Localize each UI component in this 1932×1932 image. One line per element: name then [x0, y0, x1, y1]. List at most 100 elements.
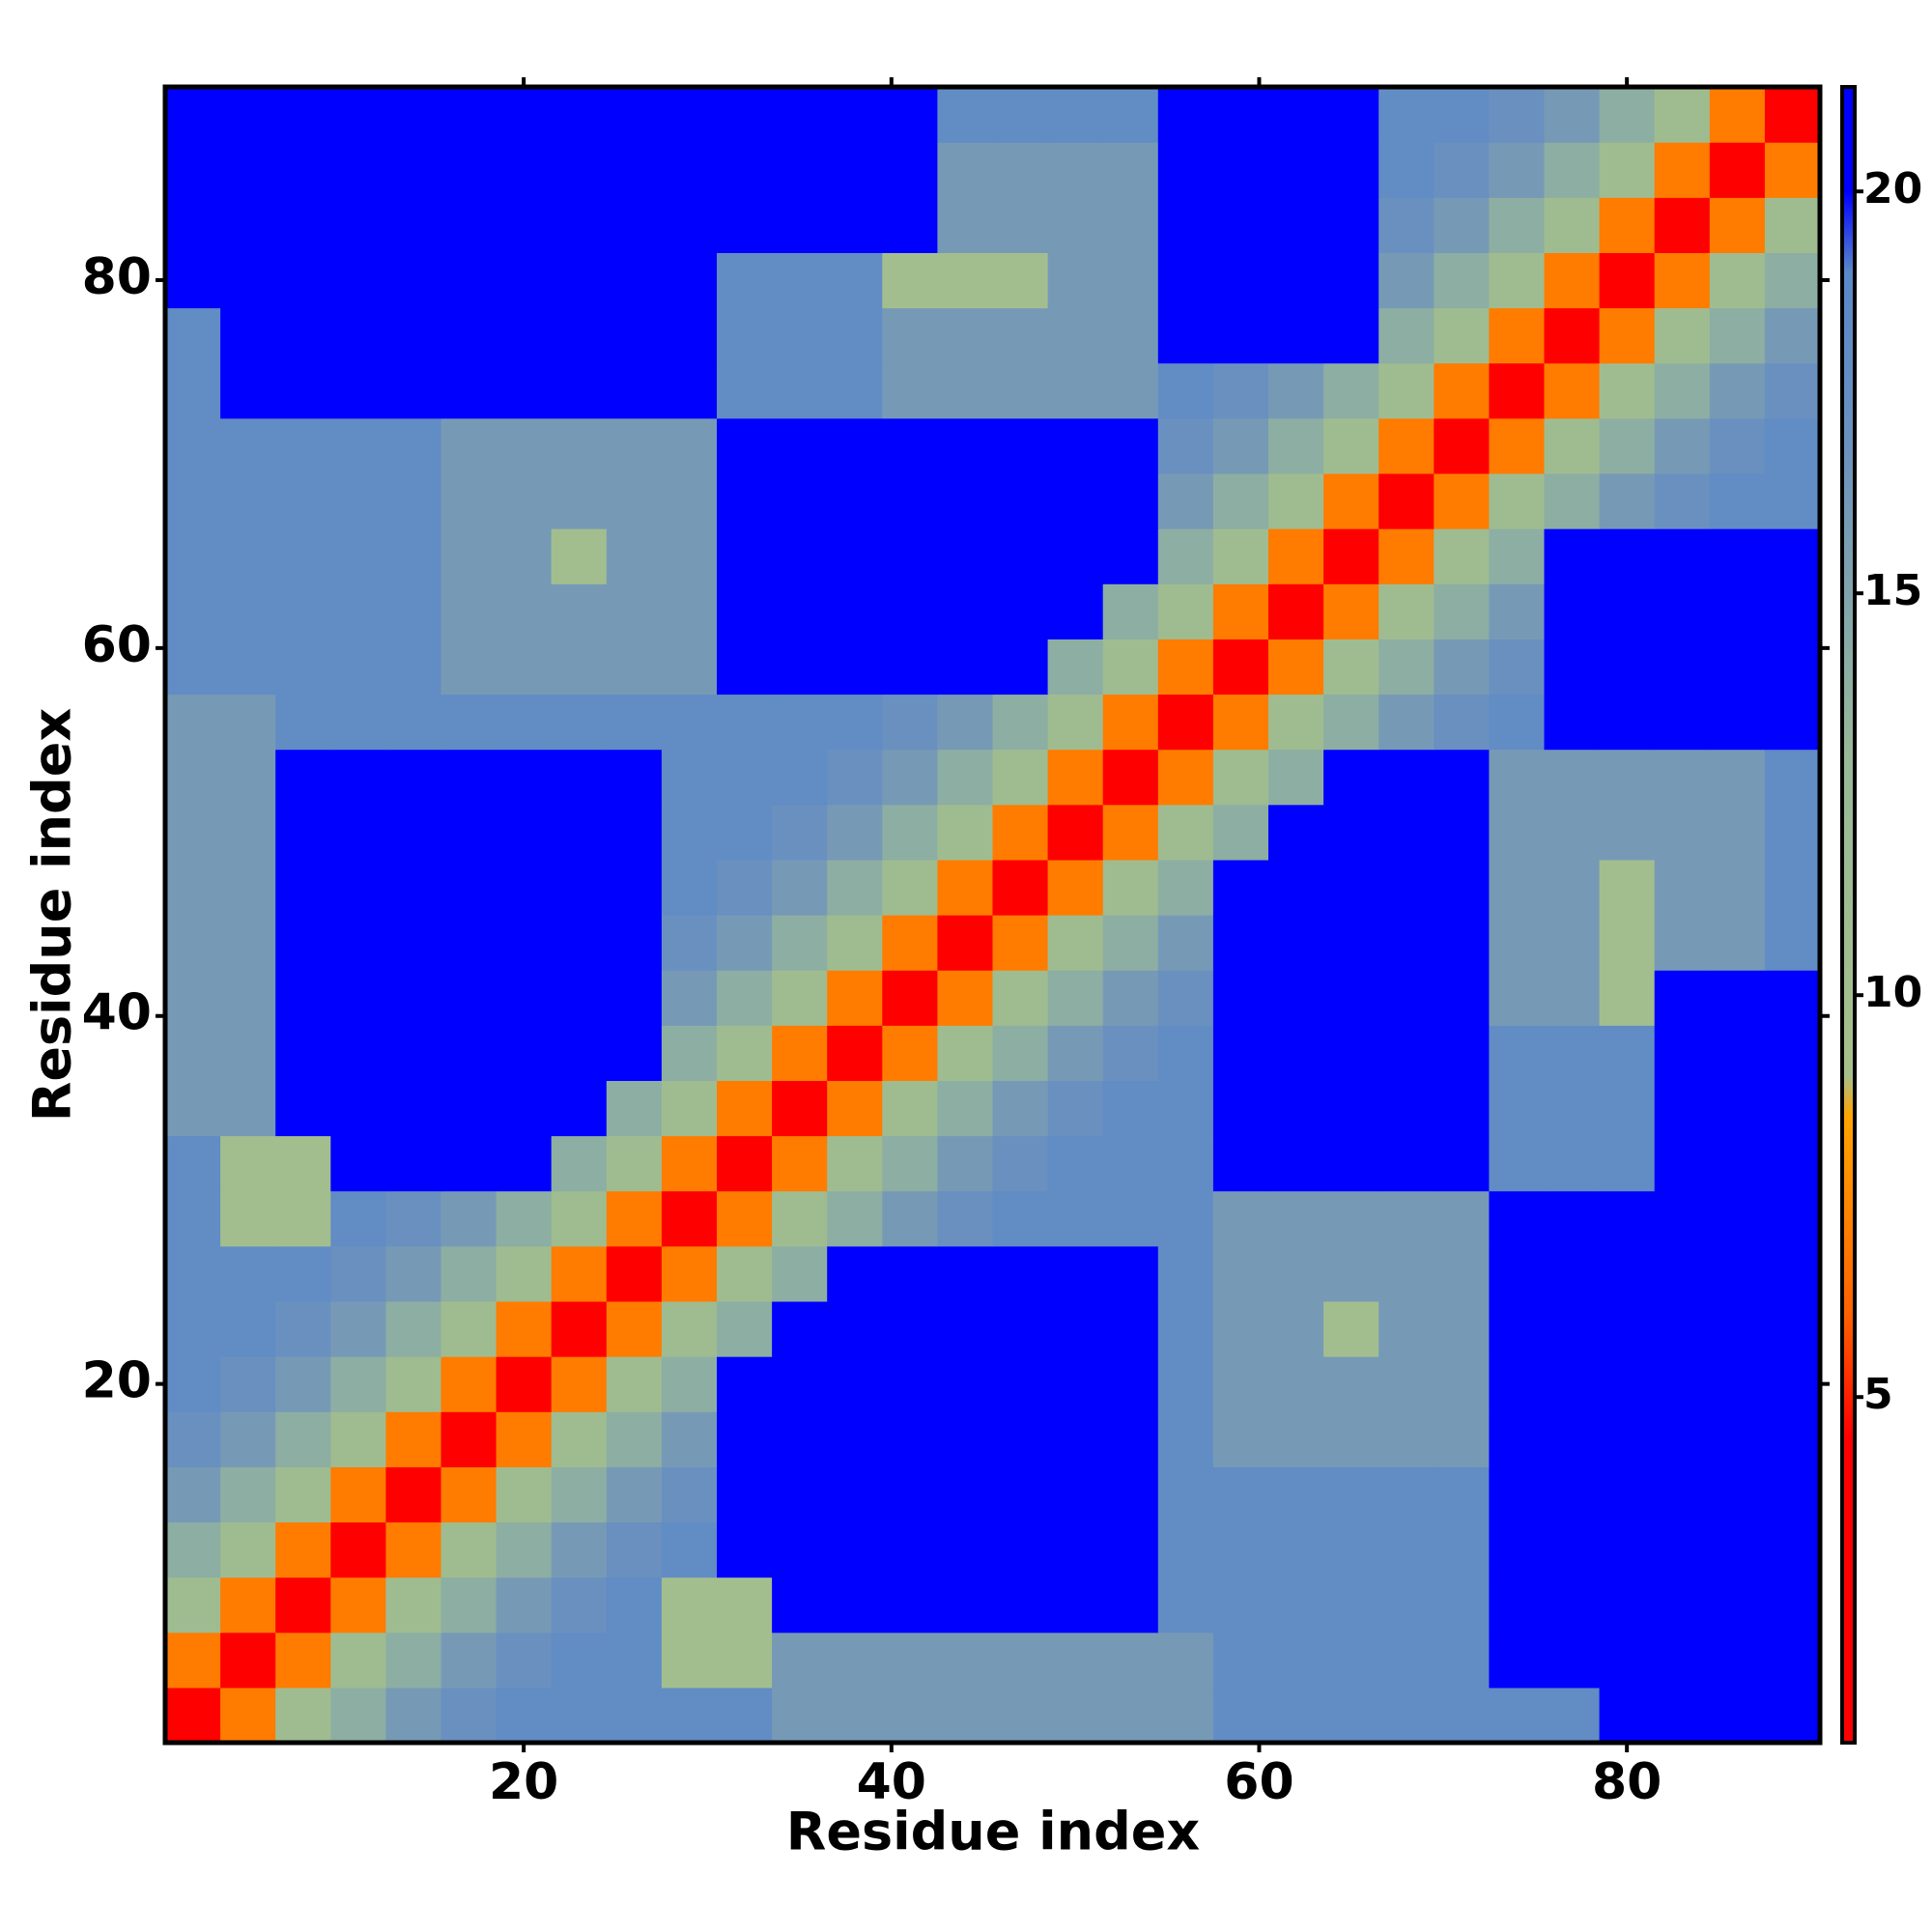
heatmap-cell [165, 87, 221, 143]
heatmap-cell [1323, 1356, 1379, 1412]
heatmap-cell [330, 1135, 386, 1192]
heatmap-cell [1378, 472, 1435, 529]
heatmap-cell [606, 362, 663, 419]
heatmap-cell [772, 1466, 828, 1523]
heatmap-cell [551, 1577, 608, 1634]
heatmap-cell [1434, 528, 1490, 584]
heatmap-cell [1764, 694, 1821, 751]
heatmap-cell [1489, 1466, 1546, 1523]
heatmap-cell [882, 694, 938, 751]
heatmap-cell [772, 528, 828, 584]
heatmap-cell [496, 1356, 553, 1412]
heatmap-cell [937, 1411, 994, 1467]
heatmap-cell [1764, 1577, 1821, 1634]
heatmap-cell [1709, 307, 1766, 364]
heatmap-cell [496, 528, 553, 584]
heatmap-cell [717, 417, 773, 474]
heatmap-cell [1599, 1466, 1656, 1523]
heatmap-cell [440, 859, 497, 916]
heatmap-cell [1544, 1245, 1601, 1302]
heatmap-cell [992, 528, 1049, 584]
heatmap-cell [496, 362, 553, 419]
heatmap-cell [496, 1687, 553, 1744]
heatmap-cell [1599, 583, 1656, 639]
heatmap-cell [165, 1025, 221, 1081]
heatmap-cell [937, 472, 994, 529]
heatmap-cell [882, 362, 938, 419]
heatmap-cell [1323, 804, 1379, 861]
heatmap-cell [827, 252, 883, 309]
heatmap-cell [1709, 1687, 1766, 1744]
heatmap-cell [1709, 1135, 1766, 1192]
heatmap-cell [1268, 472, 1324, 529]
heatmap-cell [1544, 87, 1601, 143]
heatmap-cell [717, 1190, 773, 1247]
heatmap-cell [1378, 1356, 1435, 1412]
heatmap-cell [1654, 87, 1711, 143]
heatmap-cell [937, 1466, 994, 1523]
heatmap-cell [1378, 362, 1435, 419]
heatmap-cell [1157, 87, 1214, 143]
heatmap-cell [330, 1687, 386, 1744]
heatmap-cell [606, 639, 663, 696]
heatmap-cell [165, 1190, 221, 1247]
heatmap-cell [1654, 583, 1711, 639]
heatmap-cell [1544, 417, 1601, 474]
heatmap-cell [1434, 804, 1490, 861]
heatmap-cell [330, 472, 386, 529]
heatmap-cell [1157, 1080, 1214, 1137]
heatmap-cell [937, 1577, 994, 1634]
heatmap-cell [1268, 1411, 1324, 1467]
heatmap-cell [1544, 1356, 1601, 1412]
heatmap-cell [1599, 859, 1656, 916]
heatmap-cell [827, 1632, 883, 1689]
heatmap-cell [1654, 859, 1711, 916]
x-tick-label: 60 [1224, 1753, 1293, 1811]
heatmap-cell [1102, 528, 1159, 584]
heatmap-cell [1544, 1521, 1601, 1578]
heatmap-cell [1157, 639, 1214, 696]
heatmap-cell [827, 1245, 883, 1302]
heatmap-cell [330, 859, 386, 916]
heatmap-cell [275, 583, 331, 639]
heatmap-cell [496, 1411, 553, 1467]
heatmap-cell [551, 528, 608, 584]
heatmap-cell [1599, 915, 1656, 971]
heatmap-cell [606, 749, 663, 806]
heatmap-cell [717, 804, 773, 861]
heatmap-cell [1268, 1300, 1324, 1357]
heatmap-cell [606, 1080, 663, 1137]
heatmap-cell [275, 1300, 331, 1357]
heatmap-cell [1157, 1135, 1214, 1192]
heatmap-cell [606, 417, 663, 474]
heatmap-cell [661, 859, 718, 916]
heatmap-cell [717, 362, 773, 419]
heatmap-cell [165, 859, 221, 916]
heatmap-cell [496, 970, 553, 1026]
heatmap-cell [606, 87, 663, 143]
heatmap-cell [827, 1025, 883, 1081]
heatmap-cell [330, 142, 386, 198]
heatmap-cell [1434, 970, 1490, 1026]
heatmap-cell [275, 804, 331, 861]
heatmap-cell [937, 1245, 994, 1302]
heatmap-cell [165, 1245, 221, 1302]
heatmap-cell [772, 472, 828, 529]
heatmap-cell [772, 1356, 828, 1412]
heatmap-cell [606, 1521, 663, 1578]
heatmap-cell [1157, 1300, 1214, 1357]
heatmap-cell [220, 1025, 276, 1081]
heatmap-cell [717, 749, 773, 806]
heatmap-cell [606, 1356, 663, 1412]
heatmap-cell [275, 307, 331, 364]
heatmap-cell [1268, 197, 1324, 253]
heatmap-cell [1489, 915, 1546, 971]
heatmap-cell [165, 583, 221, 639]
colorbar-tick-label: 10 [1863, 968, 1922, 1017]
heatmap-cell [275, 639, 331, 696]
heatmap-cell [1157, 1356, 1214, 1412]
heatmap-cell [1489, 970, 1546, 1026]
heatmap-cell [440, 197, 497, 253]
heatmap-cell [1047, 307, 1104, 364]
heatmap-cell [220, 197, 276, 253]
